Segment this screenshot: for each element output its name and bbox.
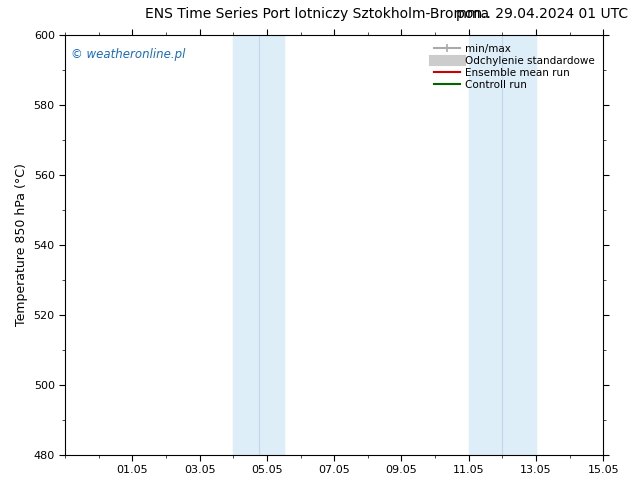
Text: © weatheronline.pl: © weatheronline.pl (70, 48, 185, 61)
Legend: min/max, Odchylenie standardowe, Ensemble mean run, Controll run: min/max, Odchylenie standardowe, Ensembl… (430, 41, 598, 93)
Bar (469, 35, 536, 455)
Text: ENS Time Series Port lotniczy Sztokholm-Bromma: ENS Time Series Port lotniczy Sztokholm-… (145, 7, 489, 22)
Y-axis label: Temperature 850 hPa (°C): Temperature 850 hPa (°C) (15, 164, 28, 326)
Text: pon.. 29.04.2024 01 UTC: pon.. 29.04.2024 01 UTC (456, 7, 628, 22)
Bar (233, 35, 284, 455)
